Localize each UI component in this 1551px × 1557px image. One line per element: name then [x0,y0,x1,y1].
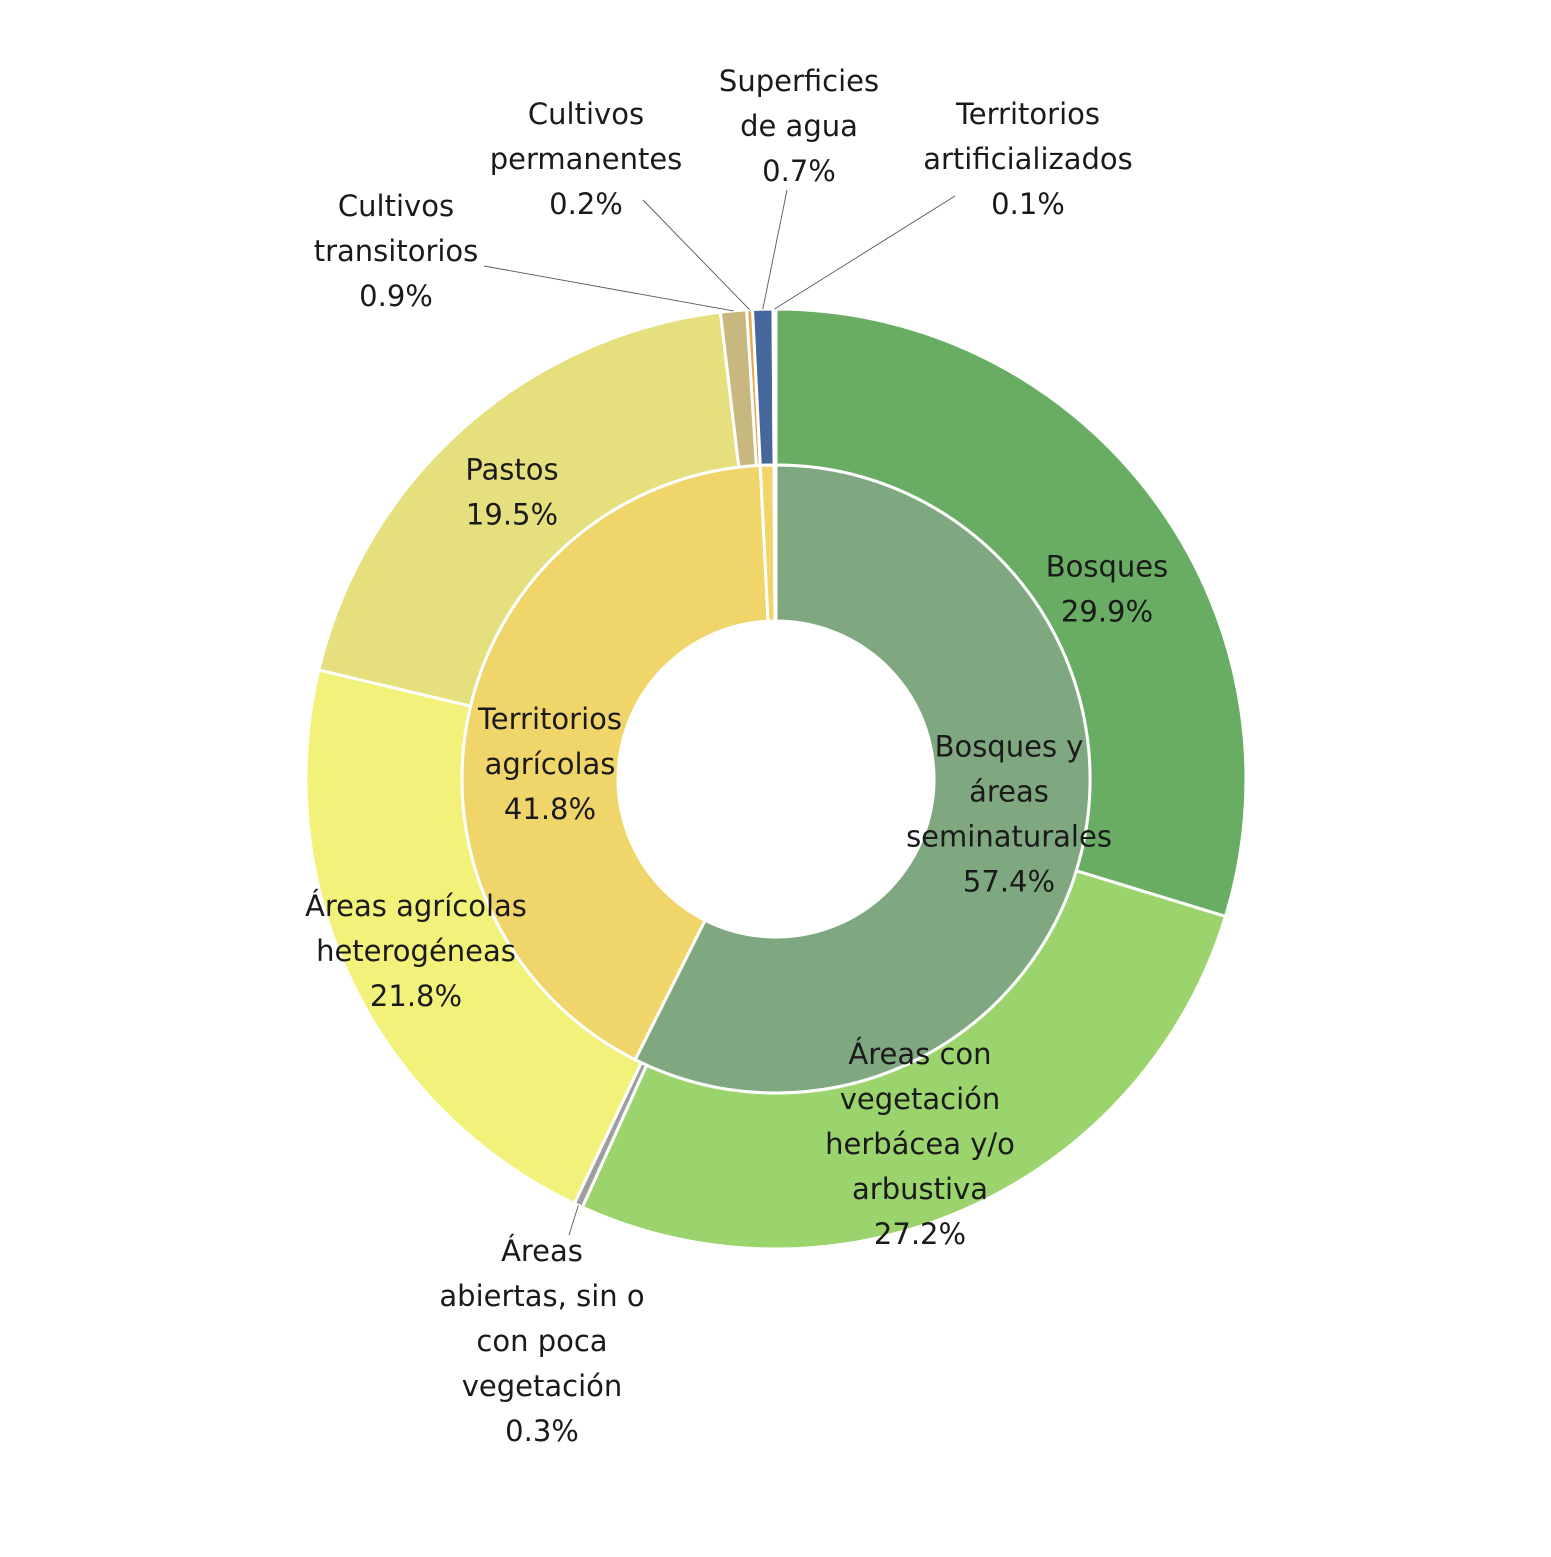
label-cultivos-transitorios: Cultivos transitorios 0.9% [314,189,479,313]
label-pastos: Pastos 19.5% [465,453,558,532]
label-superficies-de-agua: Superficies de agua 0.7% [719,64,879,188]
leader-line-cultivos-transitorios [483,265,734,312]
leader-line-cultivos-permanentes [642,199,750,311]
inner-label-territorios-agricolas: Territorios agrícolas 41.8% [477,702,622,826]
leader-line-superficies-de-agua [762,189,788,310]
leader-line-territorios-artificializados [774,195,956,310]
inner-slice-bosques-y-areas-seminaturales [633,463,1092,1095]
label-cultivos-permanentes: Cultivos permanentes 0.2% [490,97,683,221]
label-territorios-artificializados: Territorios artificializados 0.1% [923,97,1133,221]
inner-slice-territorios-agricolas [460,463,770,1062]
leader-line-areas-abiertas-sin-o-con-poca-vegetacion [568,1205,579,1236]
label-areas-agricolas-heterogeneas: Áreas agrícolas heterogéneas 21.8% [305,889,527,1013]
label-areas-con-vegetacion-herbacea-y-o-arbustiva: Áreas con vegetación herbácea y/o arbustiva… [825,1037,1015,1251]
inner-label-bosques-y-areas-seminaturales: Bosques y áreas seminaturales 57.4% [906,730,1112,899]
inner-slice-territorios-artificializados [772,463,778,623]
label-bosques: Bosques 29.9% [1046,550,1169,629]
outer-slice-territorios-artificializados [771,307,778,467]
label-areas-abiertas-sin-o-con-poca-vegetacion: Áreas abiertas, sin o con poca vegetación 0.… [439,1234,644,1448]
